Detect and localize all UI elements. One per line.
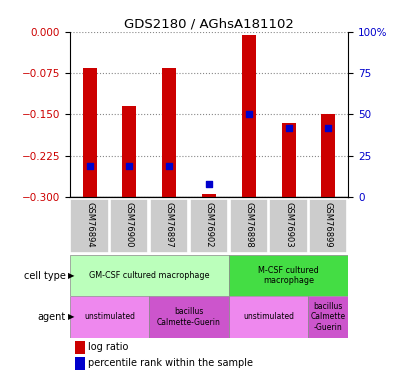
Bar (149, 296, 229, 338)
Bar (70, 199, 109, 253)
Point (325, 124, 332, 130)
Bar (190, 199, 228, 253)
Bar (83, 68, 96, 197)
Text: bacillus
Calmette-Guerin: bacillus Calmette-Guerin (157, 307, 221, 327)
Bar (229, 296, 308, 338)
Bar (322, 114, 336, 197)
Bar (75, 341, 85, 354)
Bar (75, 357, 85, 370)
Bar (229, 255, 348, 296)
Bar (70, 296, 149, 338)
Point (166, 164, 172, 170)
Title: GDS2180 / AGhsA181102: GDS2180 / AGhsA181102 (124, 18, 294, 31)
Text: GSM76897: GSM76897 (165, 202, 174, 248)
Text: M-CSF cultured
macrophage: M-CSF cultured macrophage (258, 266, 319, 285)
Bar (309, 199, 347, 253)
Point (126, 164, 133, 170)
Text: percentile rank within the sample: percentile rank within the sample (88, 358, 253, 368)
Text: agent: agent (37, 312, 66, 322)
Text: GSM76900: GSM76900 (125, 202, 134, 248)
Point (86, 164, 93, 170)
Point (206, 182, 212, 188)
Bar (282, 123, 296, 197)
Text: cell type: cell type (24, 271, 66, 280)
Text: GSM76903: GSM76903 (284, 202, 293, 248)
Text: GSM76902: GSM76902 (205, 202, 213, 248)
Bar (110, 199, 148, 253)
Text: GSM76894: GSM76894 (85, 202, 94, 248)
Text: unstimulated: unstimulated (243, 312, 294, 321)
Text: GSM76899: GSM76899 (324, 202, 333, 248)
Bar (162, 68, 176, 197)
Text: GSM76898: GSM76898 (244, 202, 253, 248)
Text: ▶: ▶ (68, 312, 74, 321)
Text: log ratio: log ratio (88, 342, 128, 352)
Bar (269, 199, 308, 253)
Bar (202, 194, 216, 197)
Bar (230, 199, 268, 253)
Point (246, 111, 252, 117)
Bar (123, 106, 136, 197)
Text: ▶: ▶ (68, 271, 74, 280)
Text: unstimulated: unstimulated (84, 312, 135, 321)
Point (285, 124, 292, 130)
Text: bacillus
Calmette
-Guerin: bacillus Calmette -Guerin (311, 302, 346, 332)
Bar (308, 296, 348, 338)
Bar (242, 34, 256, 197)
Bar (150, 199, 188, 253)
Bar (70, 255, 229, 296)
Text: GM-CSF cultured macrophage: GM-CSF cultured macrophage (89, 271, 209, 280)
